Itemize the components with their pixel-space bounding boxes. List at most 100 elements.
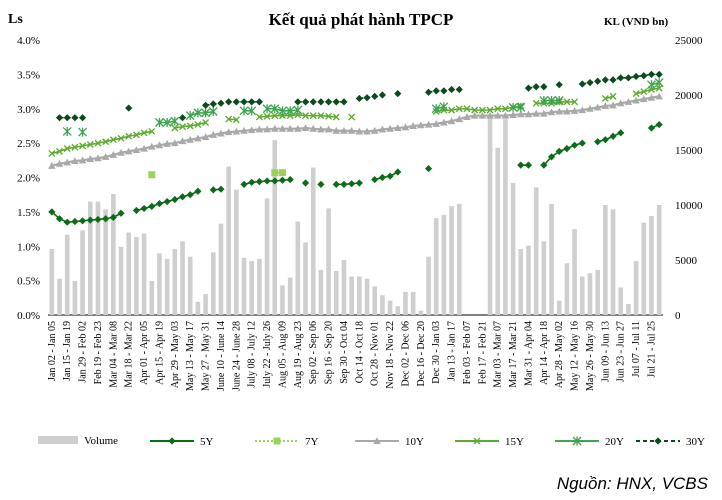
chart-title: Kết quả phát hành TPCP bbox=[268, 10, 454, 29]
volume-bar bbox=[257, 258, 262, 315]
series-15y-point bbox=[601, 94, 609, 102]
series-15y-point bbox=[79, 142, 87, 150]
series-10y-point bbox=[532, 109, 540, 117]
series-20y-point bbox=[270, 104, 280, 114]
series-30y-point bbox=[232, 98, 240, 106]
series-10y-point bbox=[540, 109, 548, 117]
series-30y-point bbox=[601, 76, 609, 84]
legend-10y-marker bbox=[373, 437, 381, 444]
volume-bar bbox=[134, 236, 139, 315]
series-30y-point bbox=[371, 92, 379, 100]
x-tick-label: Feb 03 - Feb 07 bbox=[462, 321, 473, 384]
volume-bar bbox=[487, 117, 493, 315]
x-tick-label: May 27 - May 31 bbox=[201, 321, 212, 391]
series-5y-point bbox=[148, 202, 156, 210]
y-tick-label: 3.0% bbox=[17, 104, 40, 116]
series-30y-point bbox=[440, 87, 448, 95]
volume-bar bbox=[226, 166, 231, 315]
series-10y-point bbox=[501, 111, 510, 119]
series-10y-point bbox=[463, 113, 471, 120]
volume-bar bbox=[357, 276, 362, 315]
series-15y-point bbox=[102, 138, 110, 146]
series-10y-point bbox=[263, 125, 271, 133]
series-20y-point bbox=[170, 116, 180, 126]
volume-bar bbox=[64, 234, 70, 315]
series-30y-point bbox=[594, 77, 602, 85]
series-5y-point bbox=[178, 193, 187, 201]
series-5y-point bbox=[517, 161, 525, 169]
series-5y-point bbox=[524, 161, 533, 169]
series-5y-point bbox=[217, 185, 225, 193]
series-5y-point bbox=[578, 139, 586, 147]
volume-bar bbox=[403, 291, 408, 315]
series-5y-point bbox=[186, 191, 194, 199]
series-10y-point bbox=[509, 111, 517, 118]
series-5y-point bbox=[301, 179, 310, 187]
legend-volume-label: Volume bbox=[84, 435, 118, 447]
series-15y-point bbox=[202, 119, 210, 126]
series-15y-point bbox=[448, 106, 456, 114]
series-5y-point bbox=[155, 200, 164, 208]
volume-bar bbox=[126, 232, 132, 315]
series-30y-point bbox=[363, 94, 371, 102]
series-15y-point bbox=[194, 121, 202, 129]
volume-bar bbox=[495, 147, 501, 315]
series-15y-point bbox=[486, 106, 494, 114]
series-30y-point bbox=[617, 74, 625, 82]
series-30y-point bbox=[355, 94, 363, 103]
series-5y-line bbox=[374, 171, 399, 181]
series-15y-point bbox=[325, 112, 333, 120]
series-10y-point bbox=[124, 147, 133, 155]
volume-bar bbox=[656, 205, 662, 315]
series-30y-point bbox=[647, 70, 656, 78]
series-10y-point bbox=[270, 124, 279, 132]
volume-bar bbox=[103, 209, 108, 315]
series-10y-point bbox=[255, 125, 264, 133]
series-30y-point bbox=[294, 98, 302, 106]
series-10y-point bbox=[386, 124, 394, 132]
volume-bar bbox=[380, 295, 385, 315]
series-20y-point bbox=[547, 96, 556, 105]
series-15y-point bbox=[225, 115, 233, 123]
series-30y-point bbox=[71, 114, 79, 122]
series-10y-point bbox=[301, 124, 310, 131]
series-15y-point bbox=[255, 113, 263, 121]
series-10y-point bbox=[370, 126, 379, 134]
series-5y-point bbox=[255, 178, 264, 186]
y-tick-label: 0.5% bbox=[17, 276, 40, 288]
series-30y-point bbox=[317, 98, 325, 106]
series-15y-point bbox=[117, 134, 125, 142]
series-5y-point bbox=[332, 180, 340, 188]
series-5y-point bbox=[278, 176, 287, 184]
series-30y-point bbox=[455, 85, 463, 94]
series-15y-point bbox=[179, 123, 187, 131]
volume-bar bbox=[333, 271, 339, 315]
series-30y-point bbox=[225, 98, 233, 106]
series-5y-point bbox=[540, 161, 548, 169]
x-tick-label: Mar 18 - Mar 22 bbox=[124, 321, 135, 388]
series-15y-point bbox=[86, 141, 94, 148]
y-tick-label: 2.5% bbox=[17, 138, 40, 150]
series-20y-point bbox=[239, 106, 249, 116]
series-10y-point bbox=[478, 111, 487, 119]
series-20y-line bbox=[651, 81, 660, 86]
x-tick-label: Mar 03 - Mar 07 bbox=[493, 321, 504, 388]
series-10y-point bbox=[470, 111, 479, 119]
volume-bar bbox=[287, 277, 293, 315]
series-30y-point bbox=[586, 79, 594, 87]
series-15y-point bbox=[63, 145, 71, 153]
series-10y-point bbox=[393, 124, 402, 131]
series-20y-point bbox=[262, 104, 272, 114]
series-5y-point bbox=[71, 217, 79, 226]
volume-bar bbox=[349, 276, 354, 315]
volume-bar bbox=[618, 287, 624, 315]
series-5y-point bbox=[317, 180, 325, 188]
volume-bar bbox=[303, 242, 308, 315]
volume-bar bbox=[626, 304, 631, 315]
x-tick-label: Apr 01 - Apr 05 bbox=[139, 321, 150, 385]
series-30y-point bbox=[209, 100, 217, 108]
volume-bar bbox=[426, 256, 431, 315]
series-10y-point bbox=[586, 104, 594, 112]
volume-bar bbox=[533, 187, 539, 315]
series-5y-point bbox=[340, 180, 348, 188]
